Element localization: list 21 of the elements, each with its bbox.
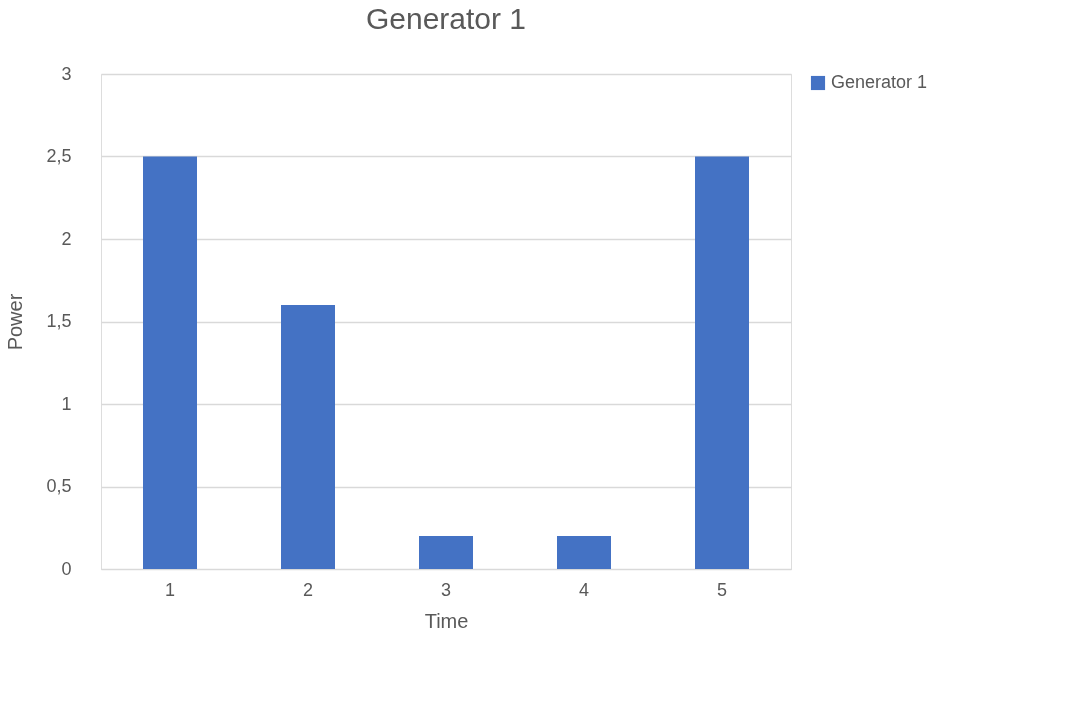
y-axis-title: Power <box>4 293 27 351</box>
y-tick-label: 0 <box>61 558 72 579</box>
x-tick-label: 1 <box>164 579 176 600</box>
x-tick-label: 3 <box>440 579 452 600</box>
x-tick-label: 5 <box>716 579 728 600</box>
y-tick-label: 0,5 <box>46 476 72 496</box>
x-axis-title: Time <box>424 609 469 632</box>
bar <box>557 536 611 569</box>
x-tick-label: 4 <box>578 579 590 600</box>
y-tick-label: 2 <box>61 228 72 249</box>
y-tick-label: 2,5 <box>46 146 72 166</box>
bar <box>419 536 473 569</box>
chart-title: Generator 1 <box>365 2 527 35</box>
bar <box>143 156 197 569</box>
y-tick-label: 3 <box>61 63 72 84</box>
y-tick-label: 1 <box>61 393 72 414</box>
x-tick-label: 2 <box>302 579 314 600</box>
legend-label: Generator 1 <box>831 72 928 92</box>
y-tick-label: 1,5 <box>46 311 72 331</box>
bar <box>281 305 335 569</box>
bar <box>695 156 749 569</box>
